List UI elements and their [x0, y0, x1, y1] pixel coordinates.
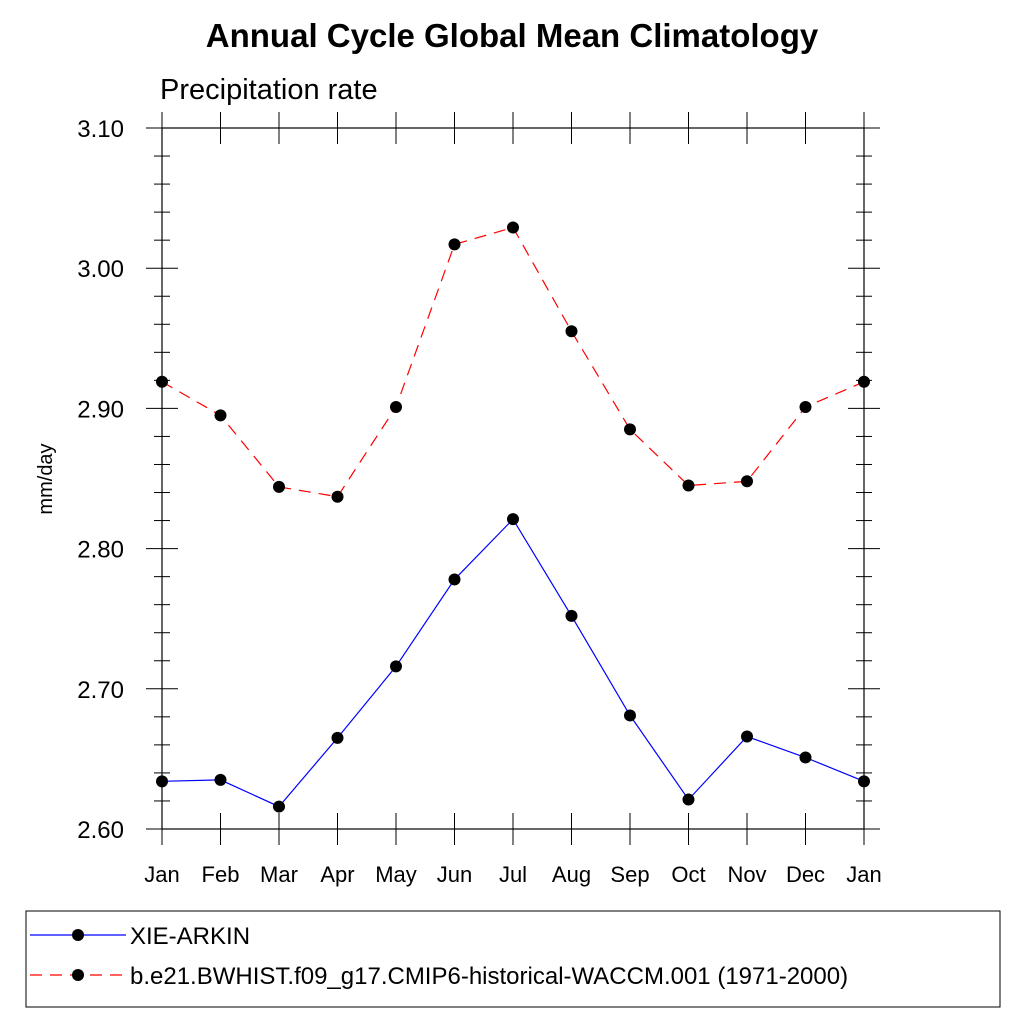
- series-1-point: [682, 793, 695, 806]
- series-1-point: [741, 730, 753, 743]
- y-tick-label: 2.80: [77, 537, 124, 564]
- series-1-point: [214, 773, 227, 786]
- chart-title: Annual Cycle Global Mean Climatology: [206, 17, 819, 54]
- x-tick-label: Mar: [260, 862, 298, 887]
- series-2-point: [390, 400, 402, 413]
- x-tick-label: Dec: [786, 862, 825, 887]
- series-2-point: [682, 479, 695, 492]
- x-tick-label: May: [375, 862, 417, 887]
- legend-label-2: b.e21.BWHIST.f09_g17.CMIP6-historical-WA…: [130, 963, 848, 990]
- x-tick-label: Jan: [144, 862, 179, 887]
- y-tick-label: 3.10: [77, 116, 124, 143]
- x-tick-label: Feb: [202, 862, 240, 887]
- series-1-point: [858, 775, 870, 788]
- x-tick-label: Sep: [610, 862, 649, 887]
- series-2-point: [858, 375, 870, 388]
- legend-marker-1: [72, 929, 84, 941]
- legend-entry-1: XIE-ARKIN: [30, 923, 250, 950]
- series-line-2: [161, 226, 865, 498]
- legend-marker-2: [72, 969, 84, 981]
- x-tick-label: Oct: [671, 862, 705, 887]
- legend-entry-2: b.e21.BWHIST.f09_g17.CMIP6-historical-WA…: [30, 963, 848, 990]
- series-2-point: [448, 238, 461, 251]
- y-tick-label: 2.70: [77, 677, 124, 704]
- series-1-point: [390, 660, 402, 673]
- series-1-point: [624, 709, 636, 722]
- x-tick-label: Nov: [727, 862, 766, 887]
- x-tick-label: Jul: [499, 862, 527, 887]
- y-tick-label: 3.00: [77, 256, 124, 283]
- y-axis-ticks: 2.60 2.70 2.80 2.90 3.00 3.10: [77, 116, 880, 844]
- series-2-point: [565, 325, 578, 338]
- x-tick-label: Aug: [552, 862, 591, 887]
- series-1-point: [565, 609, 578, 622]
- legend-box: [25, 910, 1001, 1008]
- series-1-point: [156, 775, 168, 788]
- y-tick-label: 2.60: [77, 817, 124, 844]
- series-2-point: [156, 375, 168, 388]
- series-1-point: [507, 513, 519, 526]
- y-tick-label: 2.90: [77, 396, 124, 423]
- series-2-point: [741, 475, 753, 488]
- series-2-point: [507, 221, 519, 234]
- series-1-point: [448, 573, 461, 586]
- series-2-point: [331, 490, 344, 503]
- series-1-point: [799, 751, 812, 764]
- x-tick-label: Jun: [437, 862, 472, 887]
- series-1-point: [273, 800, 285, 813]
- series-layer: [156, 221, 870, 813]
- series-2-point: [799, 400, 812, 413]
- series-1-point: [331, 731, 344, 744]
- chart-subtitle: Precipitation rate: [160, 74, 378, 106]
- series-line-1: [161, 518, 865, 808]
- legend-label-1: XIE-ARKIN: [130, 923, 250, 950]
- x-axis-ticks: Jan Feb Mar Apr May Jun Jul Aug Sep Oct Nov Dec Jan: [144, 112, 882, 887]
- x-tick-label: Apr: [320, 862, 354, 887]
- legend: XIE-ARKIN b.e21.BWHIST.f09_g17.CMIP6-his…: [25, 910, 1001, 1008]
- series-2-point: [624, 423, 636, 436]
- series-2-point: [273, 480, 285, 493]
- y-axis-label: mm/day: [35, 443, 57, 514]
- series-2-point: [214, 409, 227, 422]
- x-tick-label: Jan: [846, 862, 881, 887]
